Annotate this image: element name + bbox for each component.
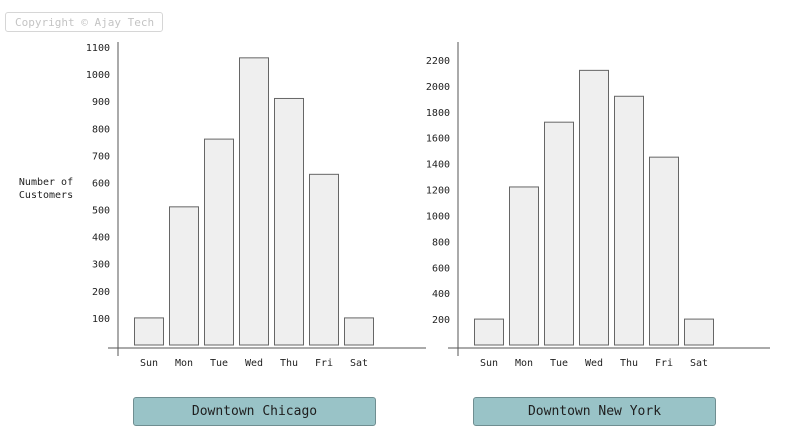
y-tick-label: 1600 <box>426 134 450 145</box>
y-tick-label: 200 <box>432 315 450 326</box>
y-tick-label: 2000 <box>426 82 450 93</box>
x-tick-label: Mon <box>175 358 193 369</box>
x-tick-label: Wed <box>245 358 263 369</box>
y-tick-label: 1200 <box>426 186 450 197</box>
bar-sun <box>134 317 164 346</box>
bar-sat <box>344 317 374 346</box>
x-tick-label: Sat <box>350 358 368 369</box>
bar-fri <box>309 173 339 346</box>
y-tick-label: 1800 <box>426 108 450 119</box>
bar-tue <box>204 138 234 346</box>
y-tick-label: 700 <box>92 151 110 162</box>
x-tick-label: Tue <box>550 358 568 369</box>
y-tick-label: 800 <box>432 237 450 248</box>
bar-tue <box>544 121 574 346</box>
copyright-notice: Copyright © Ajay Tech <box>5 12 163 32</box>
y-tick-label: 1000 <box>86 70 110 81</box>
x-tick-label: Thu <box>620 358 638 369</box>
y-tick-label: 100 <box>92 314 110 325</box>
x-tick-label: Tue <box>210 358 228 369</box>
bar-sat <box>684 318 714 346</box>
x-tick-label: Sun <box>140 358 158 369</box>
x-tick-label: Mon <box>515 358 533 369</box>
bar-mon <box>509 186 539 346</box>
bar-wed <box>579 69 609 346</box>
y-tick-label: 800 <box>92 124 110 135</box>
y-tick-label: 300 <box>92 260 110 271</box>
y-tick-label: 400 <box>92 233 110 244</box>
x-tick-label: Wed <box>585 358 603 369</box>
y-tick-label: 1000 <box>426 211 450 222</box>
y-tick-label: 600 <box>432 263 450 274</box>
x-tick-label: Fri <box>315 358 333 369</box>
y-tick-label: 1100 <box>86 43 110 54</box>
bar-thu <box>274 97 304 346</box>
y-tick-label: 600 <box>92 178 110 189</box>
y-tick-label: 400 <box>432 289 450 300</box>
y-tick-label: 500 <box>92 206 110 217</box>
chart-title-new-york[interactable]: Downtown New York <box>473 397 716 426</box>
bar-fri <box>649 156 679 346</box>
y-axis-label: Number of Customers <box>18 177 74 201</box>
y-tick-label: 200 <box>92 287 110 298</box>
bar-thu <box>614 95 644 346</box>
bar-wed <box>239 57 269 346</box>
y-tick-label: 900 <box>92 97 110 108</box>
bar-mon <box>169 206 199 346</box>
x-tick-label: Sun <box>480 358 498 369</box>
x-tick-label: Fri <box>655 358 673 369</box>
y-tick-label: 2200 <box>426 56 450 67</box>
x-tick-label: Sat <box>690 358 708 369</box>
chart-title-chicago[interactable]: Downtown Chicago <box>133 397 376 426</box>
y-tick-label: 1400 <box>426 160 450 171</box>
bar-sun <box>474 318 504 346</box>
x-tick-label: Thu <box>280 358 298 369</box>
